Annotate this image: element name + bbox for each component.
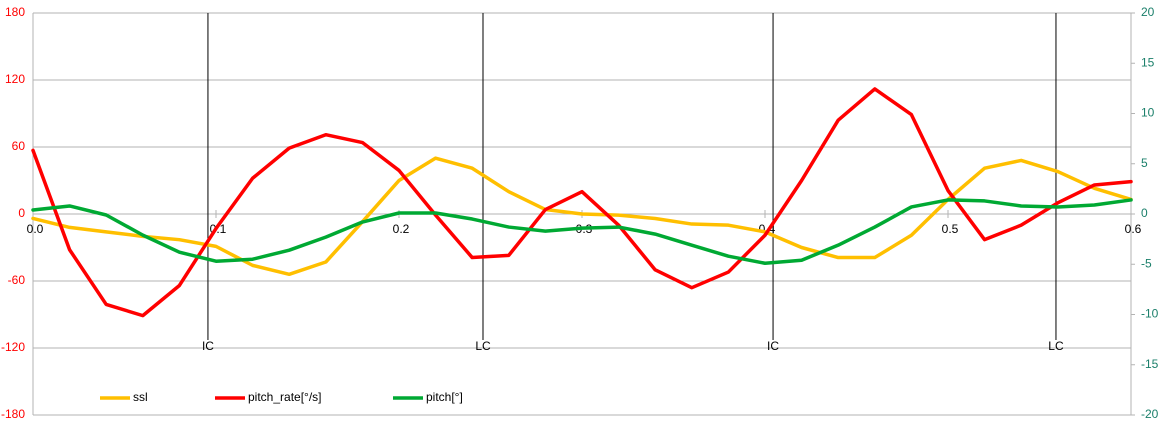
- y2-tick-label: 10: [1141, 106, 1155, 120]
- y-tick-label: 60: [12, 139, 26, 153]
- x-tick-label: 0.5: [942, 222, 959, 236]
- y2-tick-label: 15: [1141, 55, 1155, 69]
- y2-tick-label: 5: [1141, 156, 1148, 170]
- y-tick-label: 180: [5, 5, 25, 19]
- legend-label: ssl: [133, 390, 148, 404]
- x-tick-label: 0.6: [1125, 222, 1142, 236]
- y2-tick-label: -20: [1141, 407, 1159, 421]
- y2-tick-label: -10: [1141, 307, 1159, 321]
- x-tick-label: 0.0: [27, 222, 44, 236]
- y2-tick-label: -15: [1141, 357, 1159, 371]
- y-tick-label: -180: [1, 407, 25, 421]
- y2-tick-label: 0: [1141, 206, 1148, 220]
- event-label: IC: [767, 339, 779, 353]
- event-label: LC: [1048, 339, 1064, 353]
- y-tick-label: -120: [1, 340, 25, 354]
- legend-label: pitch[°]: [426, 390, 463, 404]
- y-tick-label: 120: [5, 72, 25, 86]
- series-line: [31, 198, 1133, 265]
- x-tick-label: 0.2: [393, 222, 410, 236]
- y-tick-label: -60: [8, 273, 26, 287]
- series-line: [31, 87, 1133, 318]
- y-tick-label: 0: [18, 206, 25, 220]
- event-label: LC: [475, 339, 491, 353]
- legend-label: pitch_rate[°/s]: [248, 390, 322, 404]
- y2-tick-label: -5: [1141, 256, 1152, 270]
- y2-tick-label: 20: [1141, 5, 1155, 19]
- event-label: IC: [202, 339, 214, 353]
